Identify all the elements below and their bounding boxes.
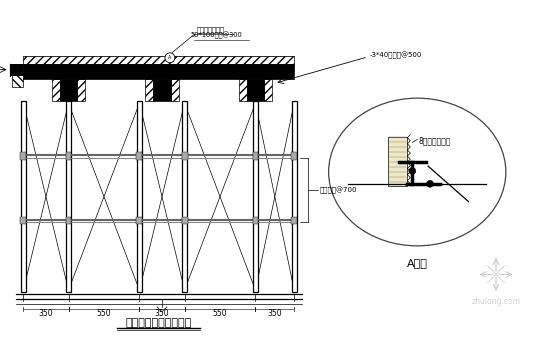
- Bar: [291, 152, 297, 160]
- Text: 350: 350: [39, 309, 53, 318]
- Bar: [24, 56, 294, 64]
- Text: 550: 550: [97, 309, 111, 318]
- Bar: [253, 217, 258, 225]
- Circle shape: [427, 180, 433, 187]
- Bar: [292, 101, 297, 292]
- Bar: [137, 152, 142, 160]
- Text: 梁侧模固定节点: 梁侧模固定节点: [197, 26, 225, 33]
- Bar: [246, 79, 264, 101]
- Text: 碗扣支柱@700: 碗扣支柱@700: [320, 186, 357, 194]
- Text: 350: 350: [268, 309, 282, 318]
- Bar: [388, 137, 407, 186]
- Bar: [239, 79, 246, 101]
- Bar: [182, 101, 187, 292]
- Circle shape: [409, 168, 416, 174]
- Bar: [20, 217, 26, 225]
- Bar: [20, 152, 26, 160]
- Bar: [24, 64, 294, 79]
- Bar: [137, 217, 142, 225]
- Bar: [264, 79, 272, 101]
- Bar: [137, 101, 142, 292]
- Bar: [181, 217, 188, 225]
- Ellipse shape: [329, 98, 506, 246]
- Bar: [181, 152, 188, 160]
- Bar: [153, 79, 171, 101]
- Bar: [291, 217, 297, 225]
- Bar: [253, 101, 258, 292]
- Bar: [66, 217, 72, 225]
- Bar: [66, 101, 71, 292]
- Bar: [10, 64, 24, 75]
- Bar: [52, 79, 60, 101]
- Text: A: A: [168, 55, 171, 60]
- Circle shape: [165, 53, 175, 63]
- Bar: [145, 79, 153, 101]
- Bar: [66, 152, 72, 160]
- Text: zhulong.com: zhulong.com: [472, 298, 520, 307]
- Bar: [21, 101, 26, 292]
- Bar: [12, 64, 24, 87]
- Text: 阶梯教室梁板支撑系统: 阶梯教室梁板支撑系统: [125, 318, 192, 327]
- Text: 350: 350: [155, 309, 169, 318]
- Bar: [171, 79, 179, 101]
- Text: 50*100木枋@300: 50*100木枋@300: [190, 32, 242, 39]
- Text: A大样: A大样: [407, 258, 428, 268]
- Text: 8孔铝锌管穿孔: 8孔铝锌管穿孔: [418, 136, 451, 145]
- Bar: [60, 79, 77, 101]
- Text: -3*40剪刀撑@500: -3*40剪刀撑@500: [370, 52, 422, 60]
- Text: 550: 550: [213, 309, 227, 318]
- Bar: [253, 152, 258, 160]
- Bar: [77, 79, 85, 101]
